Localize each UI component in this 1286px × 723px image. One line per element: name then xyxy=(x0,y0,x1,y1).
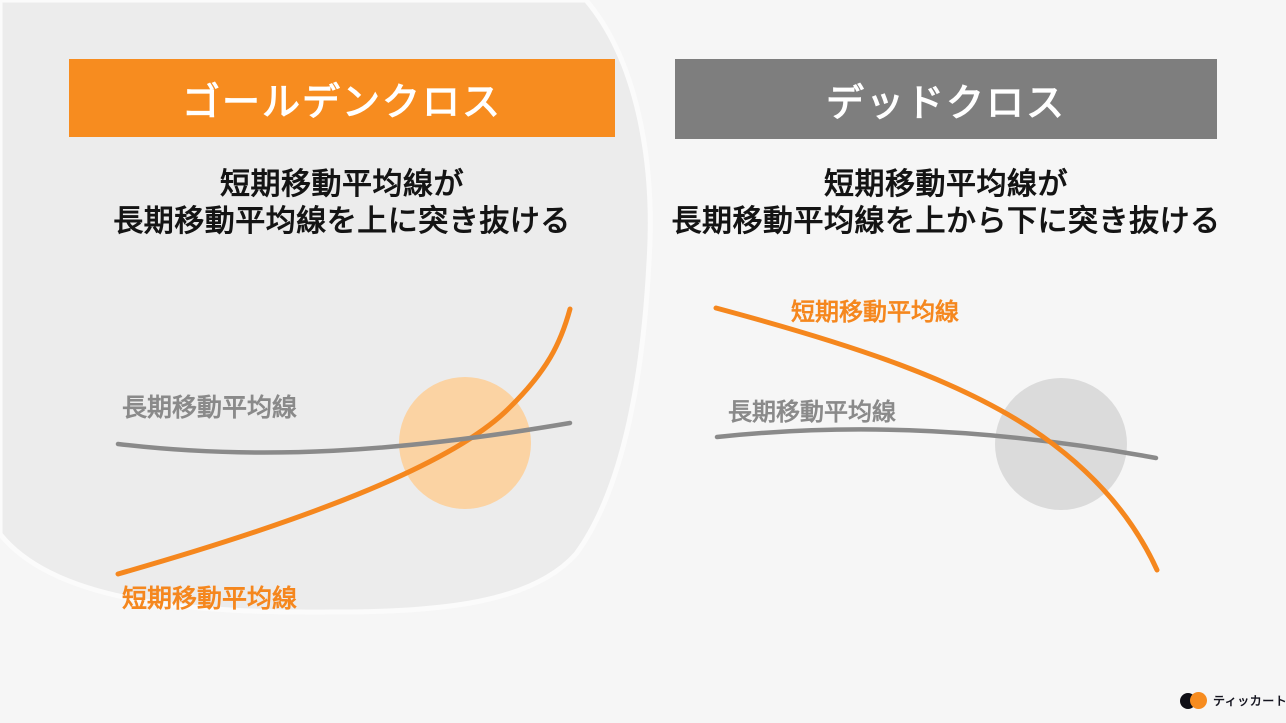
brand-logo: ティッカートーク xyxy=(1180,692,1286,709)
logo-orange-circle-icon xyxy=(1190,692,1207,709)
dead-cross-title: デッドクロス xyxy=(825,82,1066,125)
brand-logo-text: ティッカートーク xyxy=(1213,694,1286,708)
dead-cross-long-ma-label: 長期移動平均線 xyxy=(728,399,896,426)
golden-cross-header: ゴールデンクロス xyxy=(69,59,615,137)
dead-cross-short-ma-line xyxy=(713,305,1160,573)
golden-cross-chart xyxy=(115,306,573,577)
golden-cross-title: ゴールデンクロス xyxy=(181,81,502,124)
dead-cross-description-line1: 短期移動平均線が xyxy=(824,168,1068,201)
golden-cross-long-ma-line xyxy=(115,420,573,455)
golden-cross-description-line2: 長期移動平均線を上に突き抜ける xyxy=(113,205,571,238)
dead-cross-header: デッドクロス xyxy=(675,59,1217,139)
dead-cross-long-ma-line xyxy=(714,427,1159,461)
golden-cross-long-ma-label: 長期移動平均線 xyxy=(122,394,298,422)
dead-cross-description-line2: 長期移動平均線を上から下に突き抜ける xyxy=(671,205,1221,238)
dead-cross-description: 短期移動平均線が 長期移動平均線を上から下に突き抜ける xyxy=(655,166,1237,240)
dead-cross-short-ma-label: 短期移動平均線 xyxy=(791,299,959,326)
golden-cross-description: 短期移動平均線が 長期移動平均線を上に突き抜ける xyxy=(69,166,615,240)
golden-cross-short-ma-label: 短期移動平均線 xyxy=(122,585,298,613)
dead-cross-chart xyxy=(713,305,1160,573)
golden-cross-description-line1: 短期移動平均線が xyxy=(220,168,464,201)
